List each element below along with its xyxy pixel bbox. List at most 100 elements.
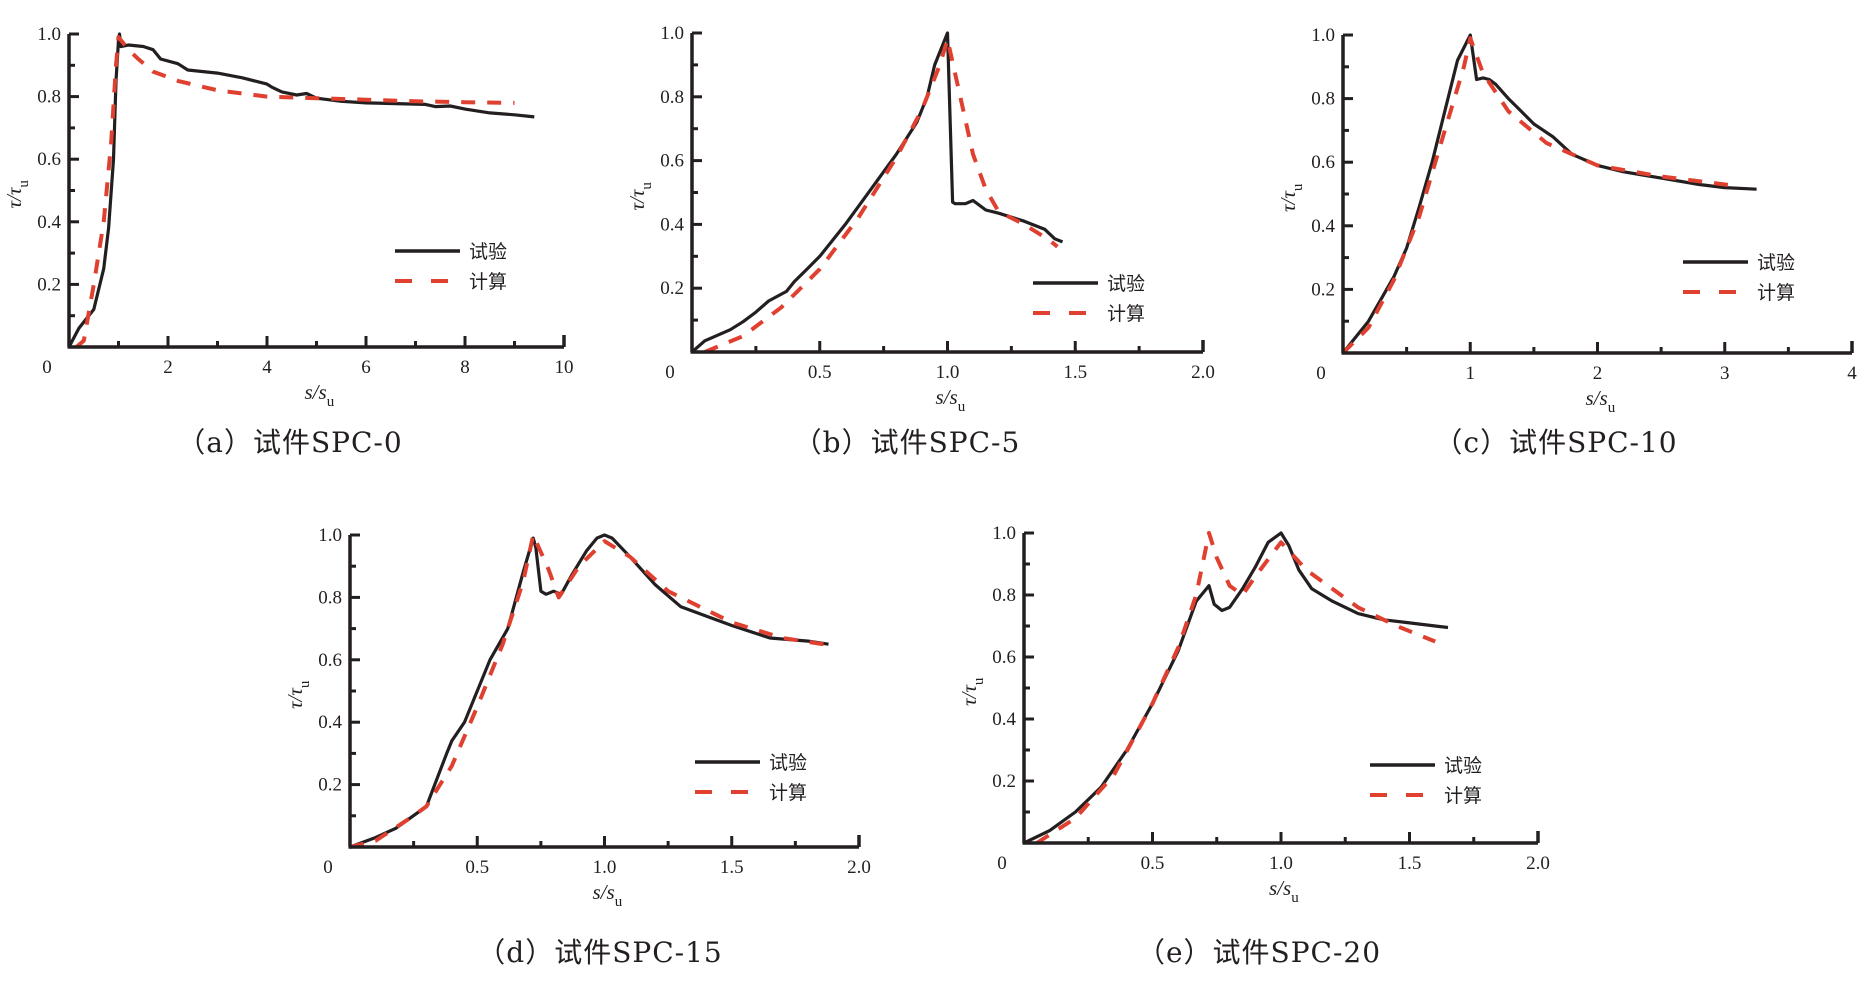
calc-series-line [1341,36,1738,355]
y-axis-label: τ/τu [1276,183,1306,212]
x-tick-label: 2.0 [847,857,871,878]
chart-b: 0 0.5 1.0 1.5 2.00.20.40.60.81.0s/suτ/τu试验计算… [625,23,1215,459]
y-tick-label: 0.6 [318,650,342,671]
x-tick-label: 6 [361,357,371,378]
legend-calc-label: 计算 [1757,282,1795,304]
y-tick-label: 1.0 [992,523,1016,544]
x-axis-label-main: s/s [1586,386,1608,410]
y-tick-label: 0.6 [1311,152,1335,173]
y-axis-label-main: τ/τ [2,186,26,208]
chart-e: 0 0.5 1.0 1.5 2.00.20.40.60.81.0s/suτ/τu试验计算… [957,523,1550,969]
x-axis-label-sub: u [958,399,966,415]
x-tick-label: 0 [997,853,1007,874]
x-tick-label: 2.0 [1191,362,1215,383]
y-axis-label-sub: u [16,180,32,188]
x-axis-label: s/su [1269,876,1299,906]
legend-calc-label: 计算 [1444,785,1482,807]
chart-caption: （d）试件SPC-15 [477,936,722,969]
chart-c: 0 1 2 3 40.20.40.60.81.0s/suτ/τu试验计算（c）试件SPC… [1276,25,1857,459]
legend-test-label: 试验 [769,752,807,774]
x-axis-label: s/su [936,385,966,415]
legend-calc-label: 计算 [469,271,507,293]
x-axis-label-main: s/s [305,380,327,404]
y-tick-label: 0.6 [660,151,684,172]
chart-d: 0 0.5 1.0 1.5 2.00.20.40.60.81.0s/suτ/τu试验计算… [283,525,871,969]
legend-test-label: 试验 [1444,755,1482,777]
y-axis-label-sub: u [639,182,655,190]
test-series-line [67,32,535,348]
y-tick-label: 1.0 [660,23,684,44]
y-axis-label-sub: u [971,677,987,685]
y-axis-label: τ/τu [2,180,32,209]
x-tick-label: 4 [1847,363,1857,384]
legend-test-label: 试验 [469,241,507,263]
calc-series-line [1035,531,1436,845]
x-tick-label: 0 [665,362,675,383]
y-tick-label: 0.8 [660,87,684,108]
x-tick-label: 0 [323,857,333,878]
x-tick-label: 2.0 [1526,853,1550,874]
y-axis-label: τ/τu [625,182,655,211]
y-tick-label: 0.4 [1311,216,1335,237]
x-tick-label: 1 [1466,363,1476,384]
y-axis-label-sub: u [1290,183,1306,191]
x-tick-label: 8 [460,357,470,378]
x-tick-label: 2 [1593,363,1603,384]
y-tick-label: 1.0 [318,525,342,546]
x-tick-label: 0 [1316,363,1326,384]
legend-test-label: 试验 [1107,273,1145,295]
chart-caption: （b）试件SPC-5 [794,426,1021,459]
x-axis-label: s/su [593,880,623,910]
test-series-line [1341,33,1757,354]
x-tick-label: 0.5 [808,362,832,383]
y-axis-label: τ/τu [283,680,313,709]
x-axis-label-sub: u [1608,400,1616,416]
x-tick-label: 0.5 [1141,853,1165,874]
calc-series-line [75,35,515,349]
y-tick-label: 0.6 [37,149,61,170]
x-tick-label: 0 [42,357,52,378]
x-axis-label: s/su [305,380,335,410]
x-axis-label-sub: u [1291,890,1299,906]
x-tick-label: 3 [1720,363,1730,384]
calc-series-line [704,37,1059,354]
x-axis-label-main: s/s [1269,876,1291,900]
y-axis-label-sub: u [297,680,313,688]
y-tick-label: 0.8 [37,87,61,108]
x-tick-label: 1.0 [1269,853,1293,874]
y-tick-label: 1.0 [37,24,61,45]
y-tick-label: 0.4 [318,712,342,733]
x-axis-label-sub: u [615,894,623,910]
y-tick-label: 0.2 [992,771,1016,792]
calc-series-line [349,533,834,849]
y-tick-label: 0.8 [992,585,1016,606]
chart-caption: （c）试件SPC-10 [1434,426,1677,459]
x-tick-label: 1.5 [1063,362,1087,383]
y-tick-label: 0.8 [1311,89,1335,110]
x-tick-label: 4 [262,357,272,378]
x-tick-label: 1.0 [936,362,960,383]
y-tick-label: 0.2 [660,278,684,299]
chart-caption: （e）试件SPC-20 [1137,936,1381,969]
x-tick-label: 2 [163,357,173,378]
x-tick-label: 10 [555,357,574,378]
test-series-line [690,31,1064,354]
x-tick-label: 1.5 [720,857,744,878]
y-axis-label-main: τ/τ [625,188,649,210]
test-series-line [349,533,829,849]
y-tick-label: 0.4 [992,709,1016,730]
y-tick-label: 0.2 [1311,279,1335,300]
y-axis-label: τ/τu [957,677,987,706]
y-tick-label: 0.8 [318,587,342,608]
y-tick-label: 0.4 [660,214,684,235]
legend-calc-label: 计算 [769,782,807,804]
y-tick-label: 1.0 [1311,25,1335,46]
x-tick-label: 0.5 [465,857,489,878]
chart-a: 0 2 4 6 8 100.20.40.60.81.0s/suτ/τu试验计算（a）试件S… [2,24,574,459]
y-axis-label-main: τ/τ [1276,190,1300,212]
